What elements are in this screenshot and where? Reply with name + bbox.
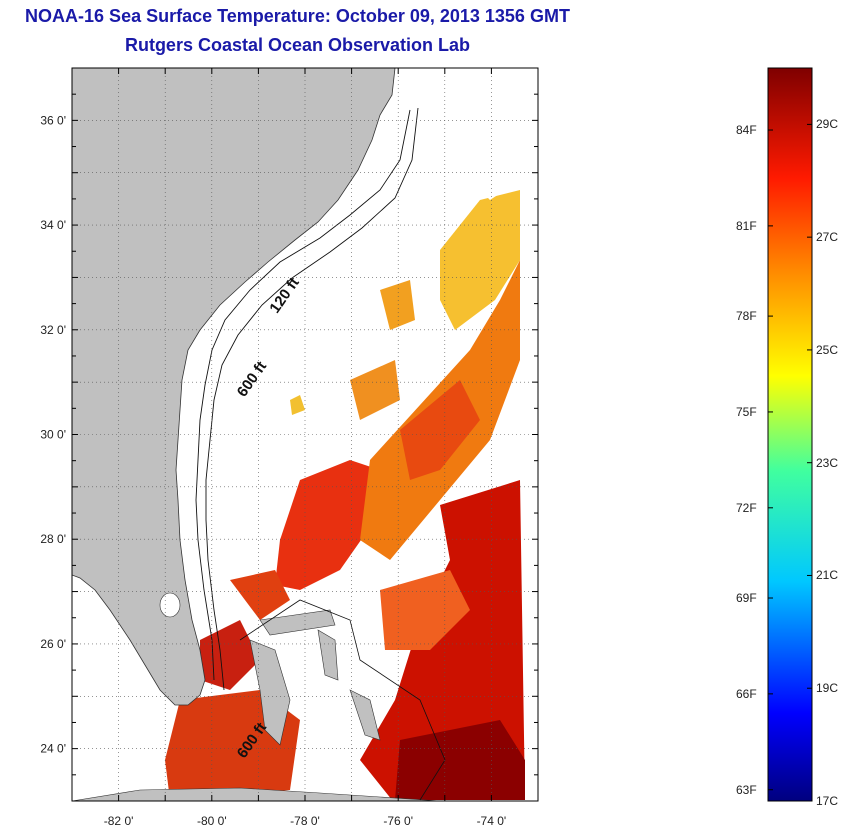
colorbar-c-label: 21C — [816, 568, 839, 583]
lon-tick-label: -80 0' — [197, 814, 227, 828]
map-subtitle: Rutgers Coastal Ocean Observation Lab — [124, 35, 471, 55]
colorbar-f-label: 72F — [736, 500, 757, 515]
isobath-600ft — [205, 107, 419, 691]
map-title: NOAA-16 Sea Surface Temperature: October… — [25, 6, 570, 26]
colorbar-f-label: 84F — [736, 123, 757, 138]
lat-tick-label: 30 0' — [40, 428, 66, 442]
lat-tick-label: 24 0' — [40, 742, 66, 756]
lon-tick-label: -76 0' — [383, 814, 413, 828]
lat-tick-label: 28 0' — [40, 532, 66, 546]
isobath-120ft — [195, 109, 411, 681]
lon-tick-label: -82 0' — [104, 814, 134, 828]
andros-island — [249, 639, 291, 746]
colorbar-f-label: 66F — [736, 686, 757, 701]
colorbar-f-label: 69F — [736, 591, 757, 605]
colorbar-f-label: 78F — [736, 309, 757, 324]
colorbar — [767, 67, 813, 802]
lake-okeechobee — [159, 592, 181, 618]
eleuthera-island — [349, 689, 381, 741]
lat-tick-label: 36 0' — [40, 113, 66, 127]
colorbar-f-label: 63F — [736, 782, 757, 797]
colorbar-c-label: 25C — [816, 342, 839, 357]
lon-tick-label: -78 0' — [290, 814, 320, 828]
lat-tick-label: 26 0' — [40, 637, 66, 651]
colorbar-c-label: 29C — [816, 117, 839, 132]
colorbar-ticks — [768, 123, 812, 802]
colorbar-c-label: 17C — [816, 794, 839, 808]
colorbar-f-label: 81F — [736, 218, 757, 233]
map-grid — [72, 68, 538, 801]
colorbar-c-label: 23C — [816, 455, 839, 470]
grand-bahama-island — [259, 609, 336, 636]
map-ticks: 24 0' 26 0' 28 0' 30 0' 32 0' 34 0' 36 0' -82 0… — [40, 68, 538, 828]
abaco-island — [317, 629, 339, 681]
lon-tick-label: -74 0' — [477, 814, 507, 828]
colorbar-c-label: 27C — [816, 230, 839, 245]
lat-tick-label: 34 0' — [40, 218, 66, 232]
colorbar-f-label: 75F — [736, 404, 757, 419]
lat-tick-label: 32 0' — [40, 323, 66, 337]
land-mass — [72, 68, 396, 706]
colorbar-c-label: 19C — [816, 681, 839, 696]
cuba-land — [72, 787, 441, 801]
